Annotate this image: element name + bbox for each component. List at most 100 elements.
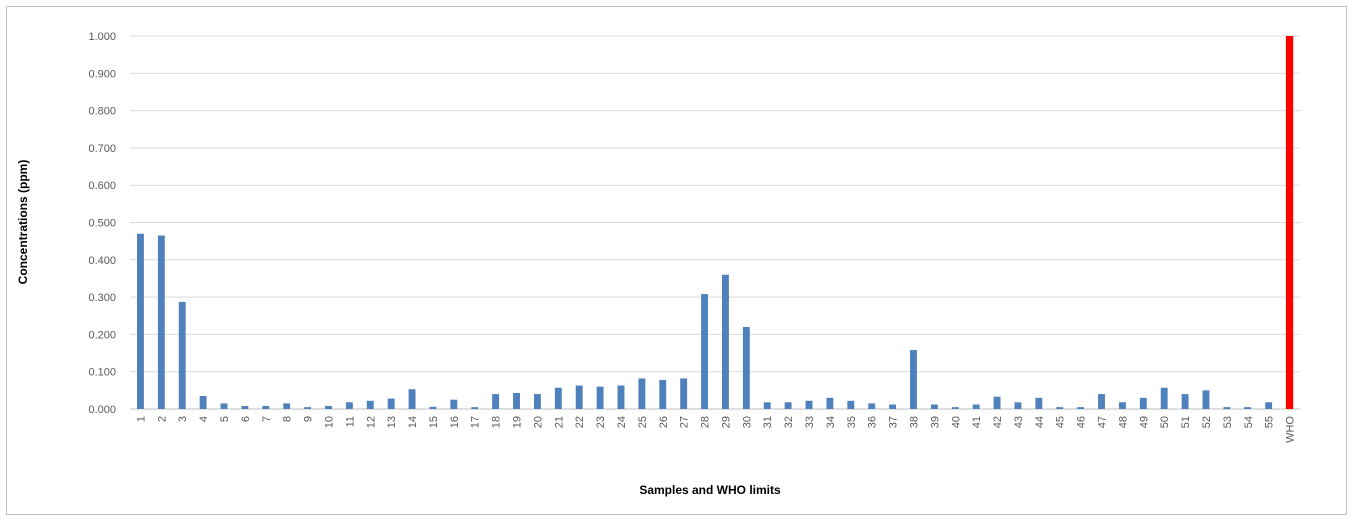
bar-sample-20: [533, 394, 541, 409]
x-tick-label: 37: [888, 416, 900, 428]
bar-sample-9: [304, 407, 312, 409]
bar-sample-48: [1118, 402, 1126, 409]
x-tick-label: 15: [428, 416, 440, 428]
x-tick-label: 51: [1180, 416, 1192, 428]
x-tick-label: 43: [1013, 416, 1025, 428]
x-tick-label: 2: [156, 416, 168, 422]
bar-sample-14: [408, 389, 416, 409]
y-tick-label: 0.000: [88, 404, 116, 416]
bar-sample-12: [366, 400, 374, 409]
bar-sample-36: [868, 403, 876, 409]
bar-sample-34: [826, 397, 834, 409]
x-tick-label: 6: [240, 416, 252, 422]
bar-sample-51: [1181, 394, 1189, 409]
bar-sample-4: [199, 395, 207, 409]
bar-sample-30: [742, 326, 750, 409]
y-tick-label: 0.600: [88, 180, 116, 192]
x-tick-label: 21: [553, 416, 565, 428]
x-tick-label: 45: [1055, 416, 1067, 428]
bar-sample-37: [889, 404, 897, 409]
bar-sample-49: [1139, 397, 1147, 409]
x-tick-label: 25: [637, 416, 649, 428]
bar-sample-32: [784, 402, 792, 409]
x-tick-label: 49: [1138, 416, 1150, 428]
x-tick-label: 38: [908, 416, 920, 428]
bar-sample-33: [805, 400, 813, 409]
x-tick-label: 3: [177, 416, 189, 422]
y-tick-label: 0.300: [88, 292, 116, 304]
bar-sample-45: [1056, 407, 1064, 409]
bar-who: [1285, 36, 1294, 409]
bar-sample-42: [993, 396, 1001, 409]
bar-sample-29: [721, 274, 729, 409]
bar-sample-25: [638, 378, 646, 409]
x-tick-label: 33: [804, 416, 816, 428]
x-tick-label: 23: [595, 416, 607, 428]
x-tick-label: 17: [470, 416, 482, 428]
y-tick-label: 0.400: [88, 255, 116, 267]
bar-sample-11: [345, 402, 353, 409]
bar-sample-5: [220, 403, 228, 409]
bar-sample-28: [701, 294, 709, 409]
x-tick-label: 13: [386, 416, 398, 428]
x-tick-label: 54: [1243, 416, 1255, 428]
x-tick-label: 11: [344, 416, 356, 427]
x-tick-label: 12: [365, 416, 377, 428]
bars: [136, 36, 1294, 409]
y-tick-label: 0.700: [88, 143, 116, 155]
bar-sample-16: [450, 399, 458, 409]
bar-sample-38: [910, 350, 917, 409]
x-tick-label: 36: [867, 416, 879, 428]
bar-sample-17: [471, 407, 479, 409]
x-tick-label: 47: [1097, 416, 1109, 428]
x-tick-label: 19: [512, 416, 524, 428]
x-tick-label: 42: [992, 416, 1004, 428]
bar-sample-7: [262, 406, 270, 409]
x-tick-label: 8: [282, 416, 294, 422]
x-tick-label: 22: [574, 416, 586, 428]
bar-sample-44: [1035, 397, 1043, 409]
bar-sample-23: [596, 386, 604, 409]
bar-sample-8: [283, 403, 291, 409]
bar-sample-40: [951, 407, 959, 409]
x-tick-label: 28: [700, 416, 712, 428]
bar-sample-6: [241, 406, 249, 409]
x-tick-label: 9: [303, 416, 315, 422]
x-tick-label: 50: [1159, 416, 1171, 428]
bar-sample-26: [659, 379, 667, 409]
bar-sample-27: [680, 378, 688, 409]
bar-sample-53: [1223, 407, 1231, 409]
x-tick-label: 10: [323, 416, 335, 428]
x-tick-label: 46: [1076, 416, 1088, 428]
x-tick-label: 32: [783, 416, 795, 428]
x-tick-label: 40: [950, 416, 962, 428]
x-tick-label: 35: [846, 416, 858, 428]
bar-sample-19: [513, 392, 520, 409]
x-tick-label: 34: [825, 416, 837, 428]
bar-sample-1: [136, 233, 144, 409]
bar-sample-10: [325, 406, 332, 409]
x-tick-label: 29: [720, 416, 732, 428]
x-tick-label: 55: [1264, 416, 1276, 428]
x-axis-title: Samples and WHO limits: [639, 483, 781, 497]
x-tick-label: 14: [407, 416, 419, 428]
bar-sample-47: [1098, 394, 1105, 409]
bar-sample-46: [1077, 407, 1085, 409]
bar-sample-13: [387, 398, 395, 409]
x-tick-label: 7: [261, 416, 273, 422]
x-tick-label: 1: [135, 416, 147, 422]
bar-sample-41: [972, 404, 980, 409]
bar-sample-24: [617, 385, 625, 409]
y-axis-ticks: 0.000 0.100 0.200 0.300 0.400 0.500 0.600 0.700…: [88, 31, 116, 416]
bar-sample-39: [930, 404, 938, 409]
y-tick-label: 0.100: [88, 367, 116, 379]
x-tick-label: 26: [658, 416, 670, 428]
y-tick-label: 0.900: [88, 68, 116, 80]
bar-sample-54: [1244, 407, 1252, 409]
x-tick-label: 5: [219, 416, 231, 422]
bar-sample-52: [1202, 390, 1210, 409]
x-tick-label: WHO: [1285, 416, 1297, 443]
x-tick-label: 30: [741, 416, 753, 428]
x-tick-label: 44: [1034, 416, 1046, 428]
bar-sample-43: [1014, 402, 1022, 409]
